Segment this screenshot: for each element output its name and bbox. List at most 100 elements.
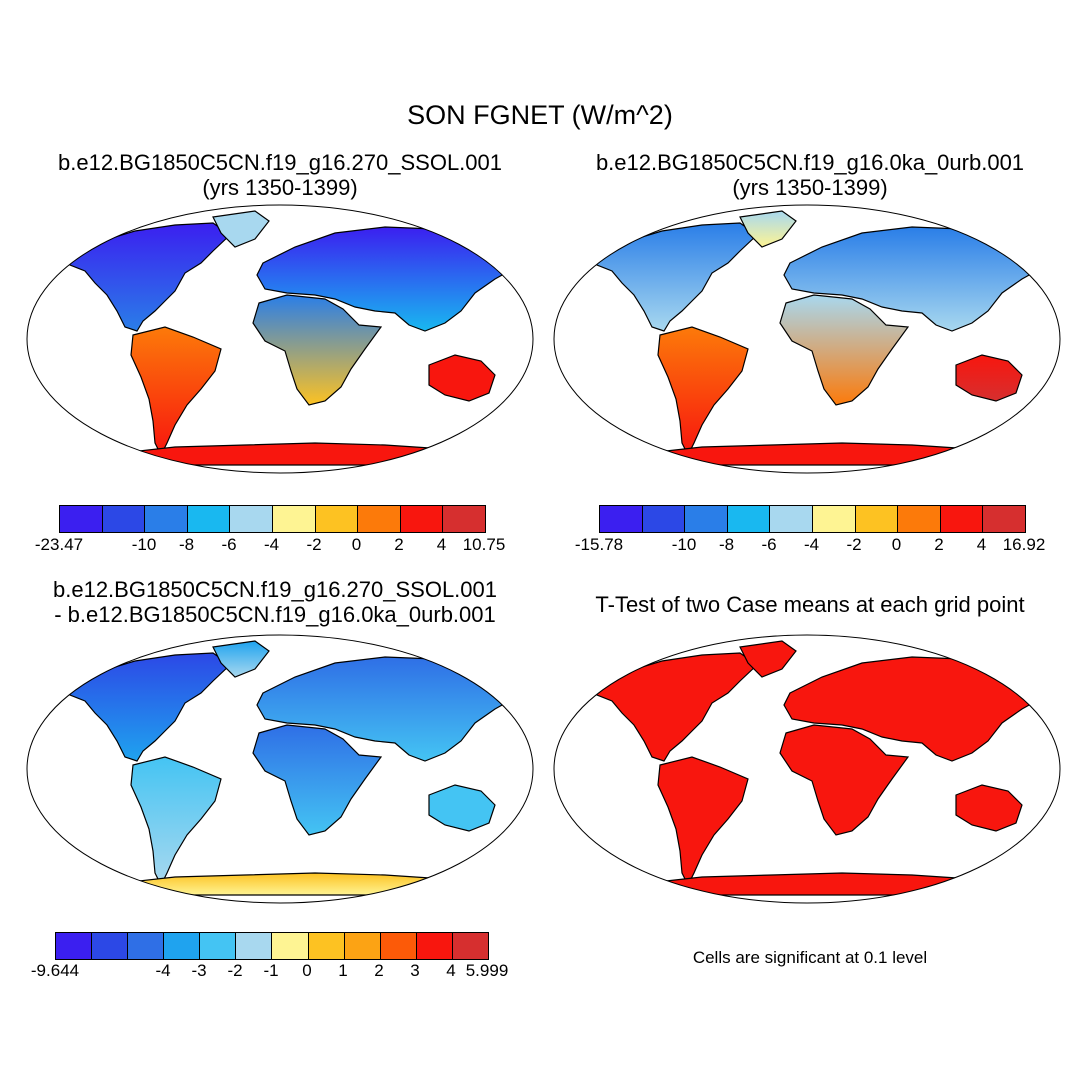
colorbar-box — [983, 506, 1025, 532]
colorbar-box — [272, 506, 316, 532]
colorbar-box — [308, 933, 345, 959]
colorbar-tick-label: -6 — [761, 535, 777, 554]
map-content — [571, 210, 1043, 466]
panel-2-title: b.e12.BG1850C5CN.f19_g16.0ka_0urb.001 (y… — [560, 150, 1060, 200]
colorbar-tick-label: -15.78 — [574, 535, 624, 554]
land-antarctica — [44, 872, 516, 896]
colorbar-box — [344, 933, 381, 959]
colorbar-box — [770, 506, 813, 532]
land-antarctica — [44, 442, 516, 466]
colorbar-tick-label: -2 — [227, 961, 243, 980]
colorbar-box — [128, 933, 165, 959]
panel-3-title-line2: - b.e12.BG1850C5CN.f19_g16.0ka_0urb.001 — [54, 602, 496, 627]
colorbar-tick-label: 10.75 — [462, 535, 506, 554]
colorbar-tick-label: 2 — [394, 535, 404, 554]
land-greenland — [212, 640, 270, 678]
land-australia — [428, 354, 496, 402]
map-border — [26, 204, 534, 474]
colorbar-tick-label: -1 — [263, 961, 279, 980]
colorbar-box — [727, 506, 771, 532]
colorbar-box — [600, 506, 643, 532]
map-border — [553, 204, 1061, 474]
panel-1-title-line1: b.e12.BG1850C5CN.f19_g16.270_SSOL.001 — [58, 150, 502, 175]
land-greenland — [212, 210, 270, 248]
panel-1-title-line2: (yrs 1350-1399) — [202, 175, 358, 200]
land-africa — [252, 294, 383, 406]
land-africa — [779, 294, 910, 406]
map-panel-2 — [553, 204, 1061, 474]
colorbar-box — [230, 506, 273, 532]
panel-3-title-line1: b.e12.BG1850C5CN.f19_g16.270_SSOL.001 — [53, 577, 497, 602]
colorbar-panel-3 — [55, 932, 489, 960]
map-border — [26, 634, 534, 904]
colorbar-box — [164, 933, 201, 959]
colorbar-tick-label: -8 — [718, 535, 735, 554]
map-panel-4 — [553, 634, 1061, 904]
panel-2-title-line1: b.e12.BG1850C5CN.f19_g16.0ka_0urb.001 — [595, 150, 1025, 175]
map-panel-3 — [26, 634, 534, 904]
colorbar-tick-label: 0 — [351, 535, 362, 554]
land-eurasia — [256, 226, 514, 332]
colorbar-tick-label: 3 — [410, 961, 420, 980]
significance-note: Cells are significant at 0.1 level — [692, 948, 928, 967]
colorbar-tick-label: 1 — [338, 961, 348, 980]
colorbar-panel-2 — [599, 505, 1026, 533]
colorbar-tick-label: 4 — [436, 535, 447, 554]
land-eurasia — [783, 656, 1041, 762]
colorbar-tick-label: -2 — [846, 535, 862, 554]
colorbar-tick-label: 2 — [374, 961, 384, 980]
land-eurasia — [783, 226, 1041, 332]
colorbar-box — [102, 506, 146, 532]
land-southAmerica — [657, 756, 749, 887]
colorbar-box — [315, 506, 359, 532]
colorbar-box — [400, 506, 444, 532]
colorbar-tick-label: -9.644 — [30, 961, 80, 980]
colorbar-box — [56, 933, 93, 959]
land-antarctica — [571, 442, 1043, 466]
colorbar-box — [898, 506, 941, 532]
map-border — [553, 634, 1061, 904]
colorbar-tick-label: -4 — [155, 961, 171, 980]
colorbar-tick-label: -8 — [178, 535, 195, 554]
colorbar-tick-label: 5.999 — [465, 961, 509, 980]
land-africa — [779, 724, 910, 836]
colorbar-tick-label: 16.92 — [1002, 535, 1046, 554]
panel-2-title-line2: (yrs 1350-1399) — [732, 175, 888, 200]
colorbar-box — [380, 933, 417, 959]
colorbar-tick-label: -4 — [263, 535, 280, 554]
colorbar-box — [272, 933, 309, 959]
colorbar-tick-label: -4 — [803, 535, 820, 554]
colorbar-tick-label: 4 — [976, 535, 987, 554]
panel-4-title-line1: T-Test of two Case means at each grid po… — [595, 592, 1025, 617]
colorbar-box — [187, 506, 231, 532]
colorbar-box — [92, 933, 129, 959]
colorbar-box — [60, 506, 103, 532]
land-eurasia — [256, 656, 514, 762]
panel-3-title: b.e12.BG1850C5CN.f19_g16.270_SSOL.001 - … — [20, 577, 530, 627]
colorbar-box — [940, 506, 984, 532]
land-africa — [252, 724, 383, 836]
colorbar-tick-label: 0 — [891, 535, 902, 554]
map-panel-1 — [26, 204, 534, 474]
land-southAmerica — [130, 326, 222, 457]
colorbar-box — [416, 933, 453, 959]
map-content — [44, 640, 516, 896]
land-northAmerica — [64, 652, 231, 762]
colorbar-box — [236, 933, 273, 959]
land-northAmerica — [64, 222, 231, 332]
colorbar-tick-label: -10 — [671, 535, 697, 554]
colorbar-box — [452, 933, 488, 959]
land-australia — [955, 784, 1023, 832]
land-northAmerica — [591, 222, 758, 332]
map-content — [571, 640, 1043, 896]
map-content — [44, 210, 516, 466]
colorbar-tick-label: -23.47 — [34, 535, 84, 554]
colorbar-box — [145, 506, 188, 532]
land-greenland — [739, 640, 797, 678]
colorbar-tick-label: 2 — [934, 535, 944, 554]
colorbar-box — [812, 506, 856, 532]
land-australia — [955, 354, 1023, 402]
main-title: SON FGNET (W/m^2) — [407, 100, 673, 130]
colorbar-box — [443, 506, 485, 532]
colorbar-tick-label: -3 — [191, 961, 207, 980]
